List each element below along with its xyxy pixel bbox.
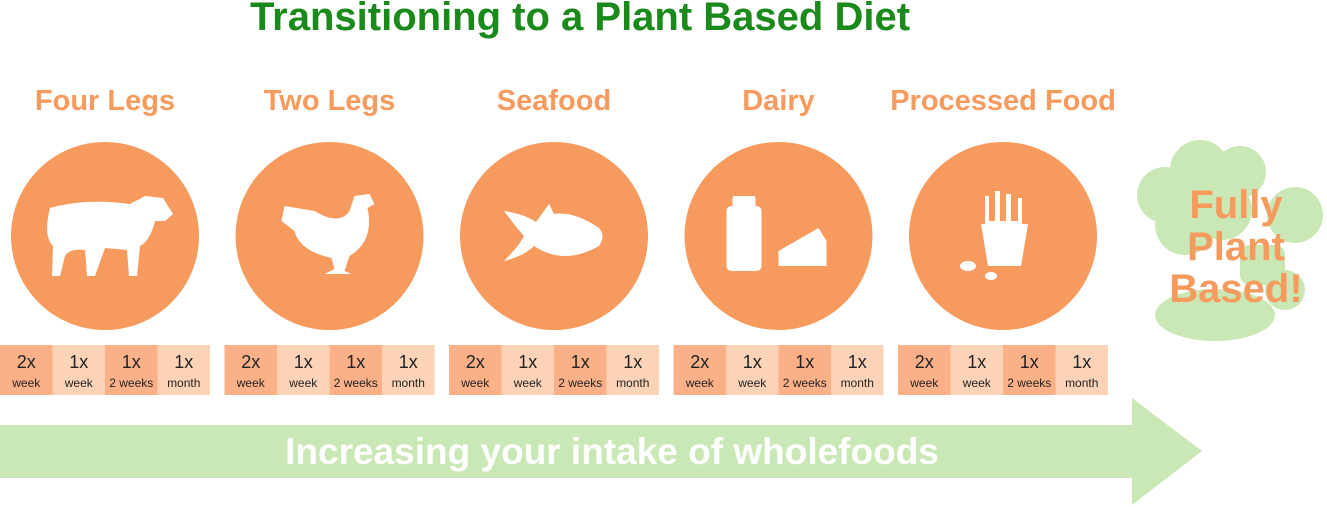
- frequency-count: 1x: [69, 352, 88, 372]
- frequency-cell: [554, 345, 607, 395]
- stage-circle: [684, 142, 873, 330]
- frequency-cell: [673, 345, 726, 395]
- frequency-count: 2x: [690, 352, 709, 372]
- frequency-period: 2 weeks: [1007, 376, 1051, 390]
- frequency-period: 2 weeks: [783, 376, 827, 390]
- milk-cap: [732, 196, 756, 208]
- frequency-cell: [105, 345, 158, 395]
- stage-icon: [281, 194, 375, 274]
- arrow-label: Increasing your intake of wholefoods: [285, 431, 939, 472]
- frequency-count: 1x: [743, 352, 762, 372]
- stage-label: Two Legs: [264, 85, 396, 117]
- frequency-count: 1x: [399, 352, 418, 372]
- stage: Dairy 2x week 1x week 1x 2 weeks 1x month: [673, 85, 884, 395]
- frequency-count: 1x: [294, 352, 313, 372]
- stage: Two Legs 2x week 1x week 1x 2 weeks 1x month: [224, 85, 435, 395]
- frequency-count: 1x: [518, 352, 537, 372]
- frequency-cell: [449, 345, 502, 395]
- frequency-count: 1x: [795, 352, 814, 372]
- frequency-cell: [277, 345, 330, 395]
- progress-arrow: [0, 398, 1202, 505]
- frequency-count: 1x: [623, 352, 642, 372]
- frequency-count: 1x: [571, 352, 590, 372]
- frequency-cell: [224, 345, 277, 395]
- frequency-count: 2x: [17, 352, 36, 372]
- frequency-period: week: [236, 376, 266, 390]
- cow-icon: [47, 196, 173, 276]
- stage: Processed Food 2x week 1x week 1x 2 weeks 1x mon…: [890, 85, 1116, 395]
- frequency-count: 1x: [967, 352, 986, 372]
- frequency-period: week: [962, 376, 992, 390]
- frequency-period: month: [392, 376, 425, 390]
- vegetable-illustration: [1137, 140, 1323, 341]
- candy-icon: [985, 272, 997, 280]
- frequency-period: week: [460, 376, 490, 390]
- frequency-period: week: [64, 376, 94, 390]
- candy-icon: [960, 261, 976, 271]
- frequency-period: week: [11, 376, 41, 390]
- stage-label: Processed Food: [890, 85, 1116, 117]
- frequency-period: month: [616, 376, 649, 390]
- frequency-period: week: [288, 376, 318, 390]
- final-line: Fully: [1189, 183, 1283, 227]
- frequency-period: month: [167, 376, 200, 390]
- frequency-cell: [157, 345, 210, 395]
- frequency-cell: [1003, 345, 1056, 395]
- frequency-count: 2x: [915, 352, 934, 372]
- stage-icon: [726, 196, 827, 271]
- frequency-count: 1x: [174, 352, 193, 372]
- stage: Seafood 2x week 1x week 1x 2 weeks 1x month: [449, 85, 659, 395]
- frequency-period: month: [1065, 376, 1098, 390]
- frequency-cell: [726, 345, 779, 395]
- stage-icon: [47, 196, 173, 276]
- frequency-cell: [831, 345, 884, 395]
- fries-icon: [981, 191, 1028, 266]
- frequency-count: 1x: [848, 352, 867, 372]
- frequency-period: week: [513, 376, 543, 390]
- stage-icon: [960, 191, 1028, 280]
- frequency-count: 2x: [466, 352, 485, 372]
- stage-icon: [504, 204, 603, 261]
- frequency-cell: [898, 345, 951, 395]
- fish-icon: [504, 204, 603, 261]
- milk-icon: [726, 206, 762, 271]
- title: Transitioning to a Plant Based Diet: [250, 0, 910, 39]
- frequency-count: 1x: [346, 352, 365, 372]
- frequency-count: 1x: [122, 352, 141, 372]
- frequency-count: 1x: [1072, 352, 1091, 372]
- stage: Four Legs 2x week 1x week 1x 2 weeks 1x month: [0, 85, 210, 395]
- frequency-cell: [606, 345, 659, 395]
- frequency-period: 2 weeks: [558, 376, 602, 390]
- frequency-period: 2 weeks: [334, 376, 378, 390]
- cheese-icon: [778, 228, 827, 266]
- stage-label: Four Legs: [35, 85, 175, 117]
- frequency-cell: [0, 345, 53, 395]
- frequency-period: week: [685, 376, 715, 390]
- frequency-count: 1x: [1020, 352, 1039, 372]
- frequency-cell: [52, 345, 105, 395]
- frequency-cell: [382, 345, 435, 395]
- final-line: Plant: [1187, 225, 1285, 269]
- frequency-cell: [329, 345, 382, 395]
- frequency-cell: [950, 345, 1003, 395]
- final-line: Based!: [1169, 267, 1302, 311]
- frequency-cell: [1055, 345, 1108, 395]
- frequency-cell: [778, 345, 831, 395]
- frequency-period: week: [909, 376, 939, 390]
- chicken-icon: [281, 194, 375, 274]
- frequency-cell: [501, 345, 554, 395]
- frequency-count: 2x: [241, 352, 260, 372]
- stage-label: Dairy: [742, 85, 815, 117]
- frequency-period: 2 weeks: [109, 376, 153, 390]
- stage-label: Seafood: [497, 85, 611, 117]
- frequency-period: month: [841, 376, 874, 390]
- frequency-period: week: [737, 376, 767, 390]
